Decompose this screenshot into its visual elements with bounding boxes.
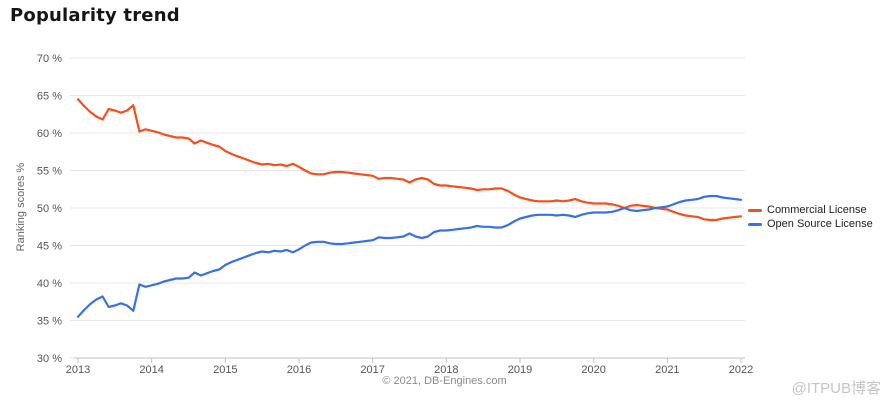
y-tick-label: 30 % [37, 353, 62, 365]
x-tick-label: 2016 [287, 364, 311, 376]
copyright: © 2021, DB-Engines.com [382, 375, 507, 387]
x-tick-label: 2017 [360, 364, 384, 376]
legend-label: Commercial License [767, 204, 867, 216]
y-tick-label: 45 % [37, 241, 62, 253]
series-line-commercial-license [76, 98, 743, 222]
x-tick-label: 2020 [581, 364, 605, 376]
legend-swatch-icon [748, 223, 762, 226]
watermark: @ITPUB博客 [791, 380, 881, 397]
legend-item-open-source-license[interactable]: Open Source License [748, 218, 873, 231]
x-tick-label: 2021 [655, 364, 679, 376]
x-tick-label: 2015 [213, 364, 237, 376]
y-tick-label: 65 % [37, 91, 62, 103]
legend: Commercial License Open Source License [748, 204, 873, 232]
x-tick-label: 2022 [729, 364, 753, 376]
x-tick-label: 2018 [434, 364, 458, 376]
y-tick-label: 55 % [37, 166, 62, 178]
y-tick-label: 40 % [37, 278, 62, 290]
legend-item-commercial-license[interactable]: Commercial License [748, 204, 873, 217]
y-tick-label: 70 % [37, 53, 62, 65]
legend-swatch-icon [748, 209, 762, 212]
x-tick-label: 2019 [508, 364, 532, 376]
x-tick-label: 2013 [66, 364, 90, 376]
chart-title: Popularity trend [10, 5, 180, 26]
series-line-open-source-license [76, 194, 743, 318]
x-tick-label: 2014 [139, 364, 163, 376]
y-tick-label: 60 % [37, 128, 62, 140]
y-tick-label: 35 % [37, 316, 62, 328]
legend-label: Open Source License [767, 218, 873, 230]
y-tick-label: 50 % [37, 203, 62, 215]
